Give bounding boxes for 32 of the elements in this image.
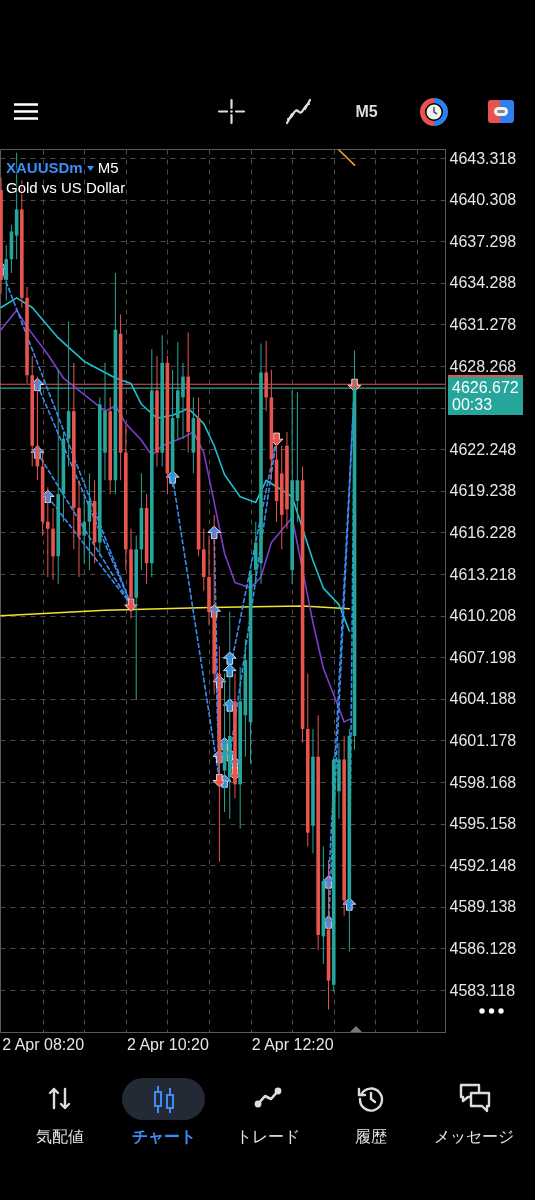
y-tick-label: 4598.168 [449, 773, 517, 791]
y-tick-label: 4607.198 [449, 648, 517, 666]
y-tick-label: 4631.278 [449, 315, 517, 333]
x-tick-label: 2 Apr 12:20 [251, 1035, 334, 1053]
text: M5 [355, 103, 378, 121]
y-tick-label: 4622.248 [449, 440, 517, 458]
y-tick-label: 4637.298 [449, 232, 517, 250]
y-tick-label: 4601.178 [449, 731, 517, 749]
text: メッセージ [434, 1128, 514, 1146]
x-tick-label: 2 Apr 08:20 [2, 1035, 85, 1053]
y-tick-label: 4619.238 [449, 482, 517, 500]
annotation: M5 [97, 159, 119, 177]
y-tick-label: 4592.148 [449, 856, 517, 874]
y-tick-label: 4610.208 [449, 607, 517, 625]
y-tick-label: 4589.138 [449, 898, 517, 916]
text: 気配値 [36, 1128, 84, 1146]
y-tick-label: 4595.158 [449, 815, 517, 833]
y-tick-label: 4616.228 [449, 523, 517, 541]
y-tick-label: 4583.118 [449, 981, 516, 999]
price-tag: 4626.672 00:33 [448, 377, 523, 416]
x-tick-label: 2 Apr 10:20 [126, 1035, 209, 1053]
y-tick-label: 4634.288 [449, 274, 517, 292]
y-tick-label: 4640.308 [449, 191, 517, 209]
y-tick-label: 4613.218 [449, 565, 517, 583]
y-tick-label: 4628.268 [449, 357, 517, 375]
y-tick-label: 4586.128 [449, 939, 517, 957]
y-tick-label: 4643.318 [449, 149, 517, 167]
ref-line-label: 4626.672 [452, 379, 520, 397]
text: トレード [236, 1128, 300, 1146]
text: チャート [132, 1128, 196, 1146]
text: 履歴 [355, 1128, 387, 1146]
y-tick-label: 4604.188 [449, 690, 517, 708]
